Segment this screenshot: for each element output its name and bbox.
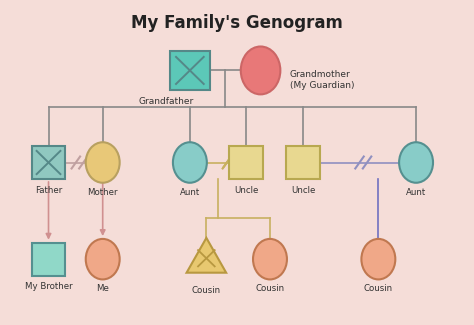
Ellipse shape bbox=[86, 142, 119, 183]
Text: Cousin: Cousin bbox=[192, 286, 221, 295]
Text: My Family's Genogram: My Family's Genogram bbox=[131, 14, 343, 32]
FancyBboxPatch shape bbox=[170, 51, 210, 90]
Text: Aunt: Aunt bbox=[406, 188, 426, 197]
Text: Uncle: Uncle bbox=[234, 186, 259, 195]
Text: Aunt: Aunt bbox=[180, 188, 200, 197]
Text: Uncle: Uncle bbox=[291, 186, 315, 195]
Ellipse shape bbox=[86, 239, 119, 280]
Ellipse shape bbox=[173, 142, 207, 183]
Text: Cousin: Cousin bbox=[364, 284, 393, 293]
FancyBboxPatch shape bbox=[32, 146, 65, 179]
Polygon shape bbox=[187, 238, 226, 273]
Text: Father: Father bbox=[35, 186, 62, 195]
FancyBboxPatch shape bbox=[286, 146, 320, 179]
Ellipse shape bbox=[253, 239, 287, 280]
Ellipse shape bbox=[241, 46, 280, 94]
FancyBboxPatch shape bbox=[229, 146, 264, 179]
Ellipse shape bbox=[361, 239, 395, 280]
Text: Grandfather: Grandfather bbox=[139, 97, 194, 106]
Text: Mother: Mother bbox=[87, 188, 118, 197]
Text: Cousin: Cousin bbox=[255, 284, 284, 293]
Text: Me: Me bbox=[96, 284, 109, 293]
Text: Grandmother
(My Guardian): Grandmother (My Guardian) bbox=[290, 71, 354, 90]
Text: My Brother: My Brother bbox=[25, 282, 73, 291]
FancyBboxPatch shape bbox=[32, 242, 65, 276]
Ellipse shape bbox=[399, 142, 433, 183]
